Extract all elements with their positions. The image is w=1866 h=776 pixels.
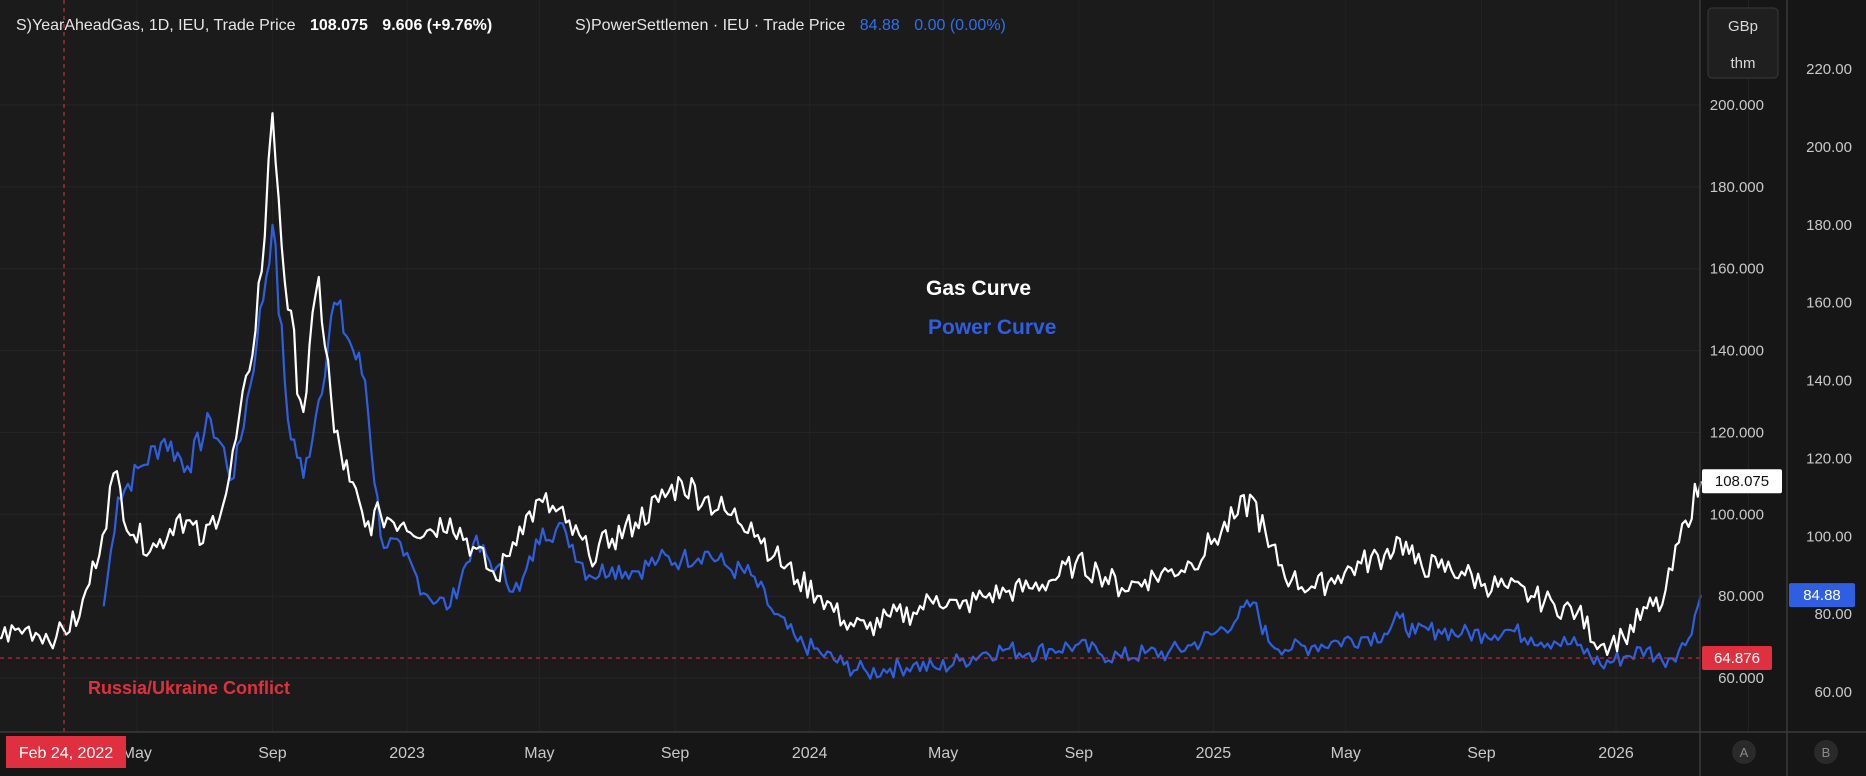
- right-tick-label: 100.00: [1806, 528, 1852, 545]
- svg-text:S)YearAheadGas, 1D, IEU, Trade: S)YearAheadGas, 1D, IEU, Trade Price 108…: [16, 17, 492, 34]
- conflict-annotation: Russia/Ukraine Conflict: [88, 678, 290, 698]
- time-tick-label: Sep: [1065, 745, 1094, 762]
- svg-text:A: A: [1740, 745, 1749, 760]
- legend-power-curve: Power Curve: [928, 316, 1056, 339]
- unit-measure: thm: [1730, 55, 1755, 72]
- left-price-axis[interactable]: 60.000 80.000 100.000 120.000 140.000 160.000…: [1710, 97, 1764, 687]
- time-tick-label: 2023: [389, 745, 425, 762]
- series-line-gas: [0, 112, 1702, 656]
- time-tick-label: Sep: [1467, 745, 1496, 762]
- conflict-date-badge: Feb 24, 2022: [6, 736, 126, 768]
- time-tick-label: May: [1331, 745, 1361, 762]
- right-tick-label: 200.00: [1806, 139, 1852, 156]
- right-scale-button[interactable]: B: [1814, 740, 1838, 764]
- svg-text:64.876: 64.876: [1714, 650, 1760, 667]
- time-tick-label: May: [524, 745, 554, 762]
- svg-text:108.075: 108.075: [1715, 473, 1769, 490]
- right-tick-label: 120.00: [1806, 450, 1852, 467]
- right-tick-label: 220.00: [1806, 61, 1852, 78]
- right-tick-label: 180.00: [1806, 217, 1852, 234]
- right-tick-label: 60.00: [1814, 684, 1852, 701]
- power-last-value: 84.88: [860, 17, 900, 34]
- power-change-value: 0.00 (0.00%): [914, 17, 1006, 34]
- gas-change-value: 9.606 (+9.76%): [382, 17, 492, 34]
- left-tick-label: 160.000: [1710, 261, 1764, 278]
- left-tick-label: 120.000: [1710, 424, 1764, 441]
- time-axis[interactable]: May Sep 2023 May Sep 2024 May Sep 2025 May Sep 2026…: [122, 745, 1753, 762]
- left-tick-label: 60.000: [1718, 670, 1764, 687]
- left-tick-label: 80.000: [1718, 588, 1764, 605]
- time-tick-label: 2026: [1598, 745, 1634, 762]
- time-tick-label: Sep: [661, 745, 690, 762]
- left-tick-label: 140.000: [1710, 343, 1764, 360]
- power-symbol[interactable]: S)PowerSettlemen · IEU · Trade Price: [575, 17, 845, 34]
- time-tick-label: May: [928, 745, 958, 762]
- time-tick-label: Sep: [258, 745, 287, 762]
- gas-last-value: 108.075: [310, 17, 368, 34]
- auto-scale-button[interactable]: A: [1732, 740, 1756, 764]
- right-tick-label: 160.00: [1806, 295, 1852, 312]
- unit-selector[interactable]: GBp thm: [1707, 7, 1779, 79]
- time-tick-label: May: [122, 745, 152, 762]
- symbol-header: S)YearAheadGas, 1D, IEU, Trade Price 108…: [16, 17, 1006, 34]
- svg-text:84.88: 84.88: [1803, 587, 1841, 604]
- left-tick-label: 180.000: [1710, 179, 1764, 196]
- series-line-power: [102, 223, 1702, 680]
- time-tick-label: 2024: [792, 745, 828, 762]
- right-tick-label: 140.00: [1806, 373, 1852, 390]
- unit-currency: GBp: [1728, 18, 1758, 35]
- time-tick-label: 2025: [1196, 745, 1232, 762]
- series-layer: [0, 112, 1702, 680]
- legend-gas-curve: Gas Curve: [926, 277, 1031, 300]
- svg-text:B: B: [1822, 745, 1831, 760]
- left-tick-label: 200.000: [1710, 97, 1764, 114]
- svg-text:S)PowerSettlemen · IEU · Trade: S)PowerSettlemen · IEU · Trade Price 84.…: [575, 17, 1006, 34]
- conflict-level-badge: 64.876: [1702, 646, 1772, 671]
- svg-text:Feb 24, 2022: Feb 24, 2022: [19, 745, 113, 762]
- power-last-price-badge: 84.88: [1789, 583, 1855, 608]
- left-tick-label: 100.000: [1710, 506, 1764, 523]
- right-price-axis[interactable]: 60.00 80.00 100.00 120.00 140.00 160.00 180.00…: [1806, 61, 1852, 701]
- gas-symbol[interactable]: S)YearAheadGas, 1D, IEU, Trade Price: [16, 17, 296, 34]
- gas-last-price-badge: 108.075: [1702, 469, 1782, 494]
- right-tick-label: 80.00: [1814, 606, 1852, 623]
